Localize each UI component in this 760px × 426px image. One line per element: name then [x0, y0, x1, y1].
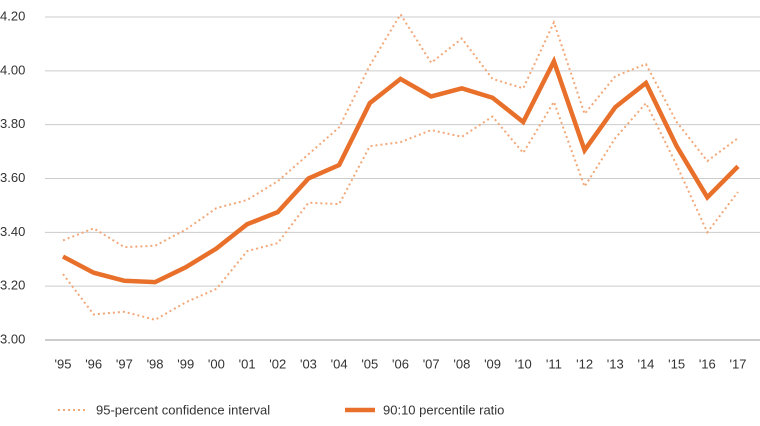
ci-line: [62, 99, 739, 321]
x-tick-label: '96: [85, 356, 102, 371]
x-tick-label: '13: [607, 356, 624, 371]
x-tick-label: '09: [484, 356, 501, 371]
x-tick-label: '15: [668, 356, 685, 371]
y-tick-label: 3.00: [0, 331, 25, 346]
y-tick-label: 3.40: [0, 224, 25, 239]
y-tick-label: 3.20: [0, 278, 25, 293]
x-tick-label: '02: [269, 356, 286, 371]
x-tick-label: '10: [515, 356, 532, 371]
x-tick-label: '17: [730, 356, 747, 371]
x-tick-label: '01: [239, 356, 256, 371]
x-tick-label: '04: [331, 356, 348, 371]
x-tick-label: '16: [699, 356, 716, 371]
x-tick-label: '99: [177, 356, 194, 371]
x-tick-label: '98: [147, 356, 164, 371]
x-tick-label: '06: [392, 356, 409, 371]
x-tick-label: '08: [453, 356, 470, 371]
y-tick-label: 4.20: [0, 8, 25, 23]
x-tick-label: '97: [116, 356, 133, 371]
legend-label: 95-percent confidence interval: [96, 402, 270, 417]
legend-label: 90:10 percentile ratio: [383, 402, 504, 417]
y-tick-label: 4.00: [0, 62, 25, 77]
x-tick-label: '00: [208, 356, 225, 371]
ci-line: [62, 12, 739, 249]
x-tick-label: '03: [300, 356, 317, 371]
y-tick-label: 3.60: [0, 170, 25, 185]
x-tick-label: '14: [637, 356, 654, 371]
x-tick-label: '11: [546, 356, 562, 371]
x-tick-label: '12: [576, 356, 593, 371]
x-tick-label: '95: [55, 356, 72, 371]
x-tick-label: '05: [361, 356, 378, 371]
y-tick-label: 3.80: [0, 116, 25, 131]
series-line: [61, 55, 740, 285]
x-tick-label: '07: [423, 356, 440, 371]
